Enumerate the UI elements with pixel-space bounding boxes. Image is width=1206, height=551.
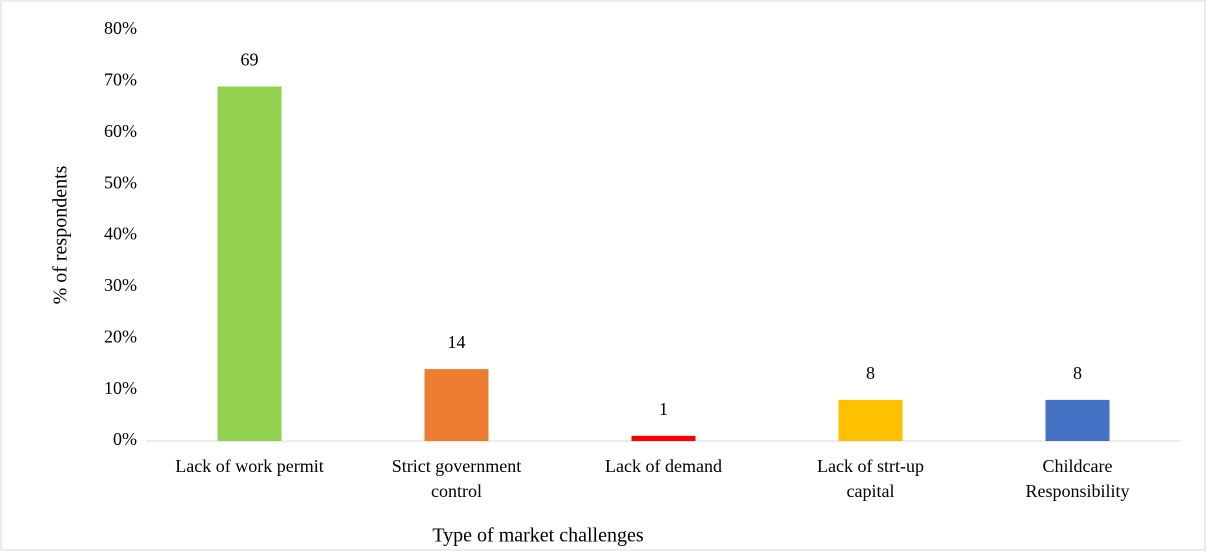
x-tick-label: Strict government control [392, 456, 521, 501]
y-tick-label: 70% [104, 70, 137, 90]
data-label: 69 [241, 50, 259, 70]
bar [217, 86, 282, 441]
y-axis-title: % of respondents [50, 165, 72, 304]
x-tick-label: Lack of demand [605, 456, 722, 476]
bar [838, 399, 903, 441]
y-tick-label: 80% [104, 18, 137, 38]
y-tick-label: 0% [113, 429, 137, 449]
bar [1045, 399, 1110, 441]
data-label: 1 [659, 399, 668, 419]
y-tick-label: 30% [104, 275, 137, 295]
bar [631, 435, 696, 441]
data-label: 14 [448, 332, 466, 352]
data-label: 8 [1073, 363, 1082, 383]
y-tick-label: 50% [104, 172, 137, 192]
y-tick-label: 20% [104, 326, 137, 346]
bar [424, 369, 489, 441]
x-axis-title: Type of market challenges [432, 525, 644, 547]
x-tick-label: Childcare Responsibility [1025, 456, 1129, 501]
y-tick-label: 40% [104, 224, 137, 244]
data-label: 8 [866, 363, 875, 383]
x-tick-label: Lack of strt-up capital [817, 456, 924, 501]
y-tick-label: 60% [104, 121, 137, 141]
y-tick-label: 10% [104, 378, 137, 398]
x-tick-label: Lack of work permit [175, 456, 323, 476]
